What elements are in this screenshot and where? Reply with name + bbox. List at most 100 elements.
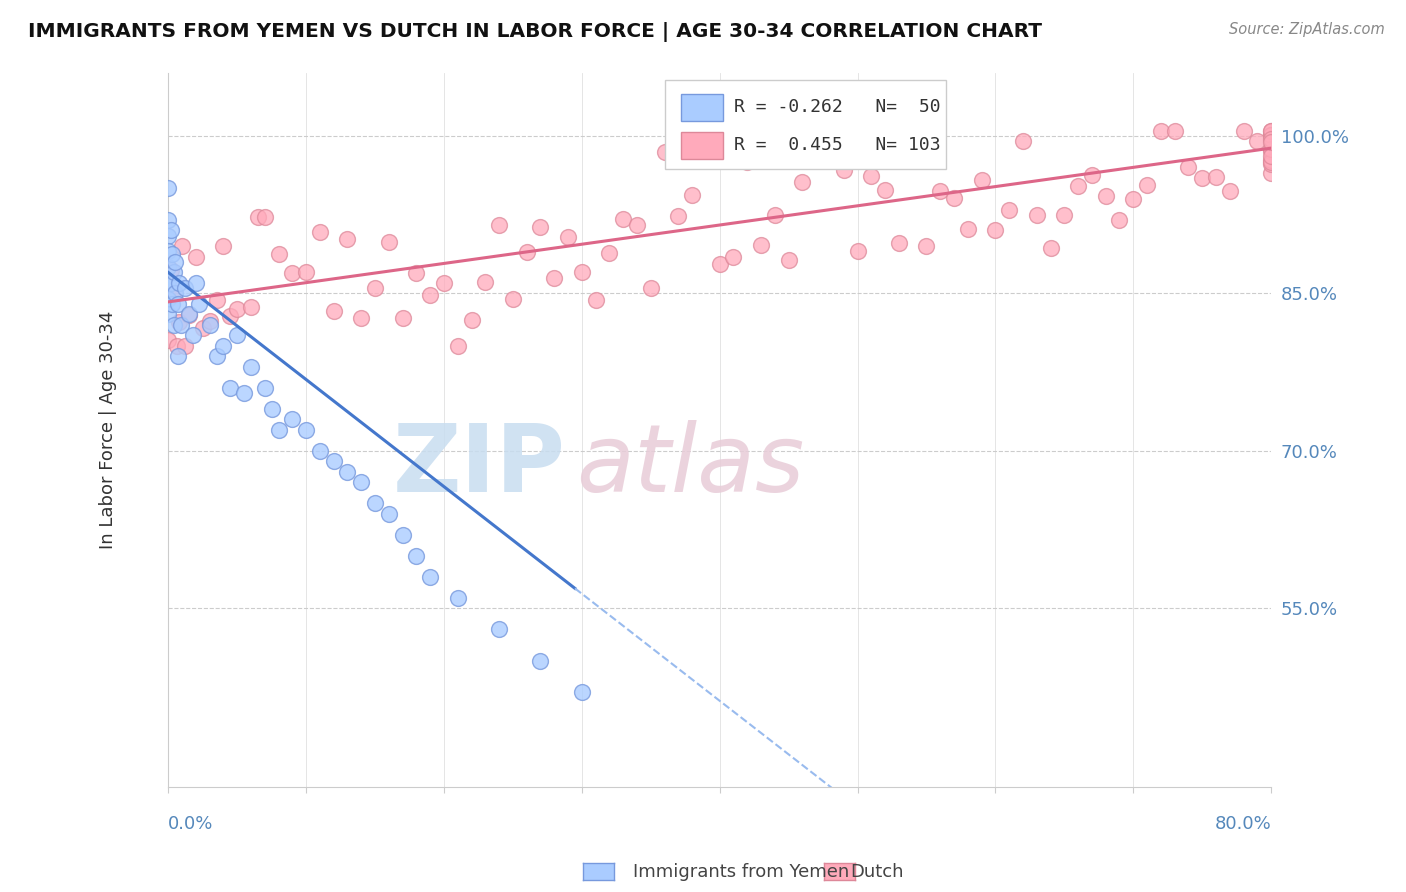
Point	[1122, 192, 1144, 206]
Point	[322, 304, 344, 318]
Point	[170, 239, 193, 253]
Point	[749, 238, 772, 252]
Point	[778, 252, 800, 267]
Point	[460, 312, 482, 326]
Point	[364, 496, 387, 510]
Point	[169, 315, 191, 329]
Text: ZIP: ZIP	[392, 419, 565, 512]
Text: 0.0%: 0.0%	[169, 815, 214, 833]
Point	[860, 169, 883, 183]
Point	[1260, 144, 1282, 158]
Point	[169, 276, 191, 290]
Point	[792, 175, 814, 189]
Point	[165, 255, 187, 269]
Point	[170, 318, 193, 332]
Point	[915, 239, 938, 253]
Point	[1039, 241, 1062, 255]
Point	[1260, 155, 1282, 169]
Point	[378, 507, 401, 521]
Point	[571, 685, 593, 699]
Point	[219, 381, 242, 395]
Point	[516, 245, 538, 260]
Point	[474, 275, 496, 289]
FancyBboxPatch shape	[681, 131, 723, 159]
Point	[419, 288, 441, 302]
Point	[163, 318, 186, 332]
Point	[1219, 184, 1241, 198]
Point	[1260, 135, 1282, 149]
Point	[177, 309, 200, 323]
Point	[529, 654, 551, 668]
Point	[309, 225, 332, 239]
Point	[350, 475, 373, 490]
Point	[157, 334, 180, 348]
Point	[695, 144, 717, 158]
Point	[177, 308, 200, 322]
Point	[640, 281, 662, 295]
Point	[1260, 128, 1282, 142]
Point	[253, 381, 276, 395]
Point	[1260, 149, 1282, 163]
Point	[157, 274, 180, 288]
Point	[212, 239, 235, 253]
Point	[763, 208, 786, 222]
Point	[191, 321, 214, 335]
Point	[598, 246, 620, 260]
Point	[157, 308, 180, 322]
Point	[157, 260, 180, 275]
Point	[709, 257, 731, 271]
Point	[219, 310, 242, 324]
Point	[260, 401, 283, 416]
Point	[165, 286, 187, 301]
Point	[253, 210, 276, 224]
Point	[585, 293, 607, 308]
FancyBboxPatch shape	[665, 80, 946, 169]
Point	[612, 211, 634, 226]
Point	[163, 265, 186, 279]
Point	[240, 359, 263, 374]
Point	[1260, 132, 1282, 146]
Point	[956, 221, 979, 235]
Point	[205, 293, 228, 308]
FancyBboxPatch shape	[681, 94, 723, 120]
Point	[626, 218, 648, 232]
Text: In Labor Force | Age 30-34: In Labor Force | Age 30-34	[98, 310, 117, 549]
Point	[295, 423, 318, 437]
Point	[1067, 178, 1090, 193]
Point	[929, 184, 952, 198]
Point	[1053, 208, 1076, 222]
Point	[1260, 128, 1282, 142]
Point	[160, 263, 183, 277]
Point	[846, 244, 869, 259]
Point	[391, 311, 413, 326]
Point	[181, 328, 204, 343]
Point	[818, 151, 841, 165]
Point	[1232, 124, 1254, 138]
Point	[240, 300, 263, 314]
Text: R =  0.455   N= 103: R = 0.455 N= 103	[734, 136, 941, 154]
Point	[157, 244, 180, 259]
Point	[267, 423, 290, 437]
Point	[1205, 169, 1227, 184]
Point	[1246, 134, 1268, 148]
Point	[173, 339, 195, 353]
Point	[212, 339, 235, 353]
Point	[998, 203, 1021, 218]
Point	[488, 623, 510, 637]
Point	[246, 210, 269, 224]
Point	[1150, 124, 1173, 138]
Point	[1163, 124, 1185, 138]
Point	[1136, 178, 1159, 193]
Point	[654, 145, 676, 159]
Point	[943, 191, 966, 205]
Point	[187, 297, 209, 311]
Point	[832, 163, 855, 178]
Point	[571, 265, 593, 279]
Text: Dutch: Dutch	[851, 863, 904, 881]
Point	[160, 223, 183, 237]
Text: Source: ZipAtlas.com: Source: ZipAtlas.com	[1229, 22, 1385, 37]
Point	[543, 270, 565, 285]
Point	[735, 154, 758, 169]
Point	[267, 247, 290, 261]
Point	[901, 142, 924, 156]
